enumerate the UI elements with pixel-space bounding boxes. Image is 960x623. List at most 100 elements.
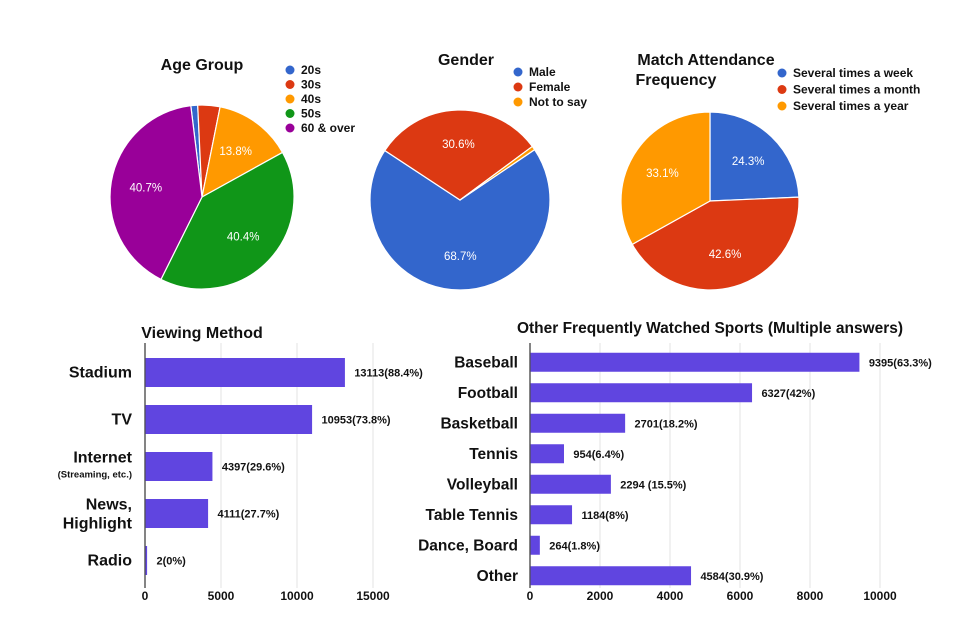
pie-slice-label: 40.4% [227, 231, 260, 243]
legend-marker [285, 123, 295, 133]
category-label: Other [477, 568, 518, 585]
category-label-line: News, [86, 497, 132, 514]
bar-data-label: 10953(73.8%) [321, 415, 390, 427]
pie-slice-label: 68.7% [444, 251, 477, 263]
bar [530, 352, 860, 372]
category-label-line: Internet [73, 450, 132, 467]
pie-title: Age Group [161, 57, 244, 74]
match-attendance-pie-chart: Match Attendance Frequency 24.3% 42.6% 33.1%… [620, 52, 920, 291]
bar-chart-title: Other Frequently Watched Sports (Multipl… [517, 320, 903, 337]
bar-data-label: 2294 (15.5%) [620, 479, 686, 491]
legend-entry: Several times a week [793, 66, 913, 80]
category-label-line: Highlight [63, 516, 133, 533]
legend-marker [285, 109, 295, 118]
category-label-line: Volleyball [447, 476, 518, 493]
bar-chart-title: Viewing Method [141, 325, 262, 342]
bar [530, 383, 753, 403]
pie-slice [369, 148, 551, 291]
bar [145, 405, 313, 434]
legend-marker [777, 68, 787, 78]
category-sublabel: (Streaming, etc.) [58, 470, 132, 481]
x-tick-label: 15000 [356, 589, 390, 603]
bar [530, 566, 692, 586]
legend-entry: Several times a year [793, 99, 909, 113]
legend-entry: Female [529, 80, 571, 94]
x-tick-label: 8000 [797, 589, 824, 603]
pie-slice-label: 42.6% [709, 249, 742, 261]
pie-slice [201, 106, 284, 199]
category-label: Dance, Board [418, 537, 518, 554]
legend-entry: Male [529, 65, 556, 79]
legend-marker [285, 94, 295, 104]
category-label-line: Football [458, 385, 518, 402]
pie-slice [709, 111, 800, 202]
bar-data-label: 2(0%) [157, 556, 187, 568]
category-label-line: Baseball [454, 354, 518, 371]
category-label-line: Stadium [69, 365, 132, 382]
x-tick-label: 5000 [208, 589, 235, 603]
bar-data-label: 4584(30.9%) [700, 571, 763, 583]
bar [530, 444, 564, 464]
pie-slice-label: 30.6% [442, 139, 475, 151]
bar-data-label: 4111(27.7%) [217, 509, 279, 521]
bar [530, 505, 573, 525]
pie-title-line: Match Attendance [637, 52, 774, 69]
category-label-line: TV [112, 412, 133, 429]
x-tick-label: 6000 [727, 589, 754, 603]
bar-data-label: 1184(8%) [581, 510, 628, 522]
bar-data-label: 9395(63.3%) [869, 357, 932, 369]
pie-slice [459, 145, 536, 201]
bar-data-label: 4397(29.6%) [222, 462, 285, 474]
bar-data-label: 954(6.4%) [573, 449, 624, 461]
legend-entry: 60 & over [301, 121, 355, 135]
pie-title: Match Attendance Frequency [636, 52, 775, 89]
pie-slice-label: 13.8% [219, 146, 252, 158]
legend-marker [513, 82, 523, 92]
category-label-line: Table Tennis [426, 507, 518, 524]
bar-data-label: 13113(88.4%) [354, 368, 423, 380]
bar-data-label: 2701(18.2%) [635, 418, 698, 430]
legend-marker [777, 101, 787, 111]
legend-entry: 20s [301, 63, 321, 77]
bar-data-label: 6327(42%) [761, 388, 815, 400]
bar [530, 535, 540, 555]
category-label: Basketball [440, 415, 518, 432]
bar-data-label: 264(1.8%) [549, 540, 600, 552]
category-label: News, Highlight [63, 497, 133, 533]
bar [145, 358, 345, 387]
pie-slice-label: 24.3% [732, 156, 765, 168]
pie-slice-label: 40.7% [129, 182, 162, 194]
pie-title-line: Frequency [636, 72, 717, 89]
bar [530, 413, 626, 433]
x-tick-label: 0 [527, 589, 534, 603]
category-label-line: Basketball [440, 415, 518, 432]
pie-title-line: Gender [438, 52, 494, 69]
category-label: Stadium [69, 365, 132, 382]
category-label: Table Tennis [426, 507, 518, 524]
category-label: Football [458, 385, 518, 402]
x-tick-label: 10000 [863, 589, 897, 603]
pie-slice [620, 111, 711, 246]
pie-slice [383, 109, 534, 201]
pie-title-line: Age Group [161, 57, 244, 74]
x-tick-label: 10000 [280, 589, 314, 603]
pie-slice [109, 105, 203, 281]
legend-marker [285, 80, 295, 89]
x-tick-label: 4000 [657, 589, 684, 603]
legend-marker [285, 65, 295, 75]
category-label: Tennis [469, 446, 518, 463]
category-label-line: Other [477, 568, 518, 585]
legend-entry: Not to say [529, 95, 587, 109]
bar [145, 499, 209, 528]
category-label: TV [112, 412, 133, 429]
category-label: Radio [88, 553, 133, 570]
legend-marker [513, 97, 523, 107]
legend-entry: 50s [301, 107, 321, 121]
category-label: Internet [73, 450, 132, 467]
x-tick-label: 2000 [587, 589, 614, 603]
other-sports-bar-chart: Other Frequently Watched Sports (Multipl… [418, 320, 932, 603]
legend-entry: Several times a month [793, 83, 920, 97]
viewing-method-bar-chart: Viewing Method 0 5000 10000 15000 13113(88.4%… [58, 325, 424, 603]
